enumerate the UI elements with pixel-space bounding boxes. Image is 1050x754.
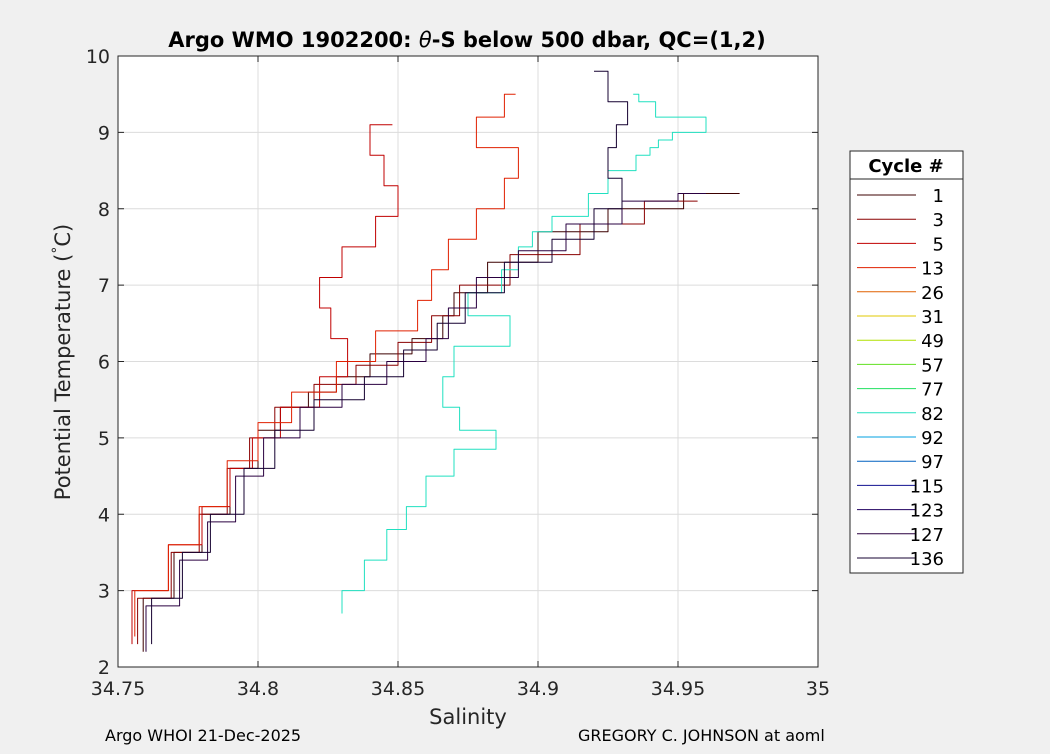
- y-axis-label-main: Potential Temperature (: [51, 254, 75, 501]
- legend-label-115: 115: [910, 476, 944, 497]
- legend-title: Cycle #: [868, 156, 943, 177]
- x-tick-label: 34.95: [651, 678, 705, 700]
- legend-label-82: 82: [921, 404, 944, 425]
- legend-label-92: 92: [921, 428, 944, 449]
- y-tick-label: 10: [86, 46, 110, 68]
- chart-title-theta: θ: [419, 28, 432, 52]
- legend-label-136: 136: [910, 549, 944, 570]
- legend-label-97: 97: [921, 452, 944, 473]
- x-tick-label: 34.75: [91, 678, 145, 700]
- y-axis-label-degree: °: [50, 247, 66, 254]
- legend-label-5: 5: [933, 234, 944, 255]
- y-tick-label: 2: [98, 657, 110, 679]
- y-tick-label: 3: [98, 581, 110, 603]
- chart-title-prefix: Argo WMO 1902200:: [168, 28, 419, 52]
- legend-label-123: 123: [910, 501, 944, 522]
- series-line-127: [145, 193, 706, 652]
- legend-label-49: 49: [921, 331, 944, 352]
- x-axis: 34.75 34.8 34.85 34.9 34.95 35: [91, 56, 830, 700]
- x-tick-label: 34.85: [371, 678, 425, 700]
- y-tick-label: 9: [98, 122, 110, 144]
- series-line-13: [134, 93, 519, 637]
- legend-label-57: 57: [921, 355, 944, 376]
- y-axis-label-unit: C): [51, 224, 75, 247]
- legend-box: [849, 150, 964, 574]
- x-tick-label: 34.9: [517, 678, 559, 700]
- y-tick-label: 5: [98, 428, 110, 450]
- legend-label-31: 31: [921, 307, 944, 328]
- legend: Cycle # 13513263149577782929711512312713…: [849, 150, 964, 574]
- x-axis-label: Salinity: [429, 705, 507, 729]
- legend-label-77: 77: [921, 380, 944, 401]
- y-tick-label: 7: [98, 275, 110, 297]
- legend-label-3: 3: [933, 210, 944, 231]
- x-tick-label: 34.8: [237, 678, 279, 700]
- y-axis-label: Potential Temperature (°C): [50, 224, 75, 500]
- footer-right: GREGORY C. JOHNSON at aoml: [578, 726, 825, 745]
- series-line-136: [151, 70, 629, 645]
- y-tick-label: 8: [98, 199, 110, 221]
- legend-label-26: 26: [921, 283, 944, 304]
- y-tick-label: 4: [98, 504, 110, 526]
- y-tick-label: 6: [98, 352, 110, 374]
- x-tick-label: 35: [806, 678, 830, 700]
- series-layer: [131, 70, 740, 652]
- series-line-82: [341, 93, 707, 614]
- footer-left: Argo WHOI 21-Dec-2025: [105, 726, 301, 745]
- chart-title: Argo WMO 1902200: θ-S below 500 dbar, QC…: [168, 28, 765, 52]
- y-axis: 2 3 4 5 6 7 8 9 10: [86, 46, 818, 679]
- chart-title-suffix: -S below 500 dbar, QC=(1,2): [432, 28, 766, 52]
- legend-label-127: 127: [910, 525, 944, 546]
- legend-label-1: 1: [933, 186, 944, 207]
- legend-label-13: 13: [921, 259, 944, 280]
